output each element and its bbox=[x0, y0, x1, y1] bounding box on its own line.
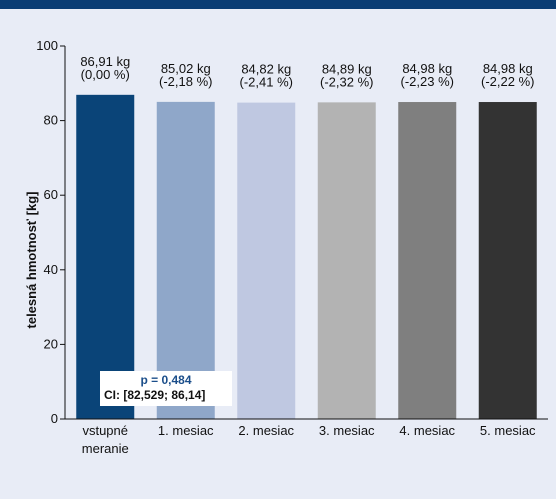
x-tick-label: 1. mesiac bbox=[158, 423, 214, 438]
bar bbox=[398, 102, 457, 419]
data-label-percent: (-2,23 %) bbox=[401, 74, 454, 89]
x-tick-label: meranie bbox=[82, 441, 129, 456]
data-label-value: 86,91 kg bbox=[80, 54, 130, 69]
data-label-value: 84,98 kg bbox=[402, 61, 452, 76]
p-value: p = 0,484 bbox=[140, 373, 192, 387]
data-label-value: 84,98 kg bbox=[483, 61, 533, 76]
stats-annotation: p = 0,484 CI: [82,529; 86,14] bbox=[100, 371, 232, 406]
y-tick-label: 80 bbox=[44, 113, 58, 128]
bar bbox=[156, 101, 215, 419]
y-tick-label: 0 bbox=[51, 411, 58, 426]
data-label-percent: (-2,18 %) bbox=[159, 74, 212, 89]
bar bbox=[317, 102, 376, 420]
confidence-interval: CI: [82,529; 86,14] bbox=[104, 388, 206, 402]
y-axis-label: telesná hmotnosť [kg] bbox=[24, 192, 39, 329]
data-label-percent: (0,00 %) bbox=[81, 67, 130, 82]
x-tick-label: 2. mesiac bbox=[238, 423, 294, 438]
x-tick-label: 4. mesiac bbox=[399, 423, 455, 438]
bar bbox=[76, 94, 135, 420]
data-label-percent: (-2,32 %) bbox=[320, 74, 373, 89]
header-band bbox=[0, 0, 556, 9]
y-tick-label: 60 bbox=[44, 187, 58, 202]
y-tick-label: 100 bbox=[36, 38, 58, 53]
x-tick-label: 3. mesiac bbox=[319, 423, 375, 438]
data-label-value: 85,02 kg bbox=[161, 61, 211, 76]
bar bbox=[478, 102, 537, 419]
y-tick-label: 20 bbox=[44, 336, 58, 351]
bar bbox=[237, 102, 296, 419]
data-label-percent: (-2,41 %) bbox=[240, 75, 293, 90]
data-label-percent: (-2,22 %) bbox=[481, 74, 534, 89]
x-tick-label: vstupné bbox=[82, 423, 128, 438]
x-tick-label: 5. mesiac bbox=[480, 423, 536, 438]
data-label-value: 84,82 kg bbox=[241, 62, 291, 77]
y-tick-label: 40 bbox=[44, 262, 58, 277]
data-label-value: 84,89 kg bbox=[322, 61, 372, 76]
